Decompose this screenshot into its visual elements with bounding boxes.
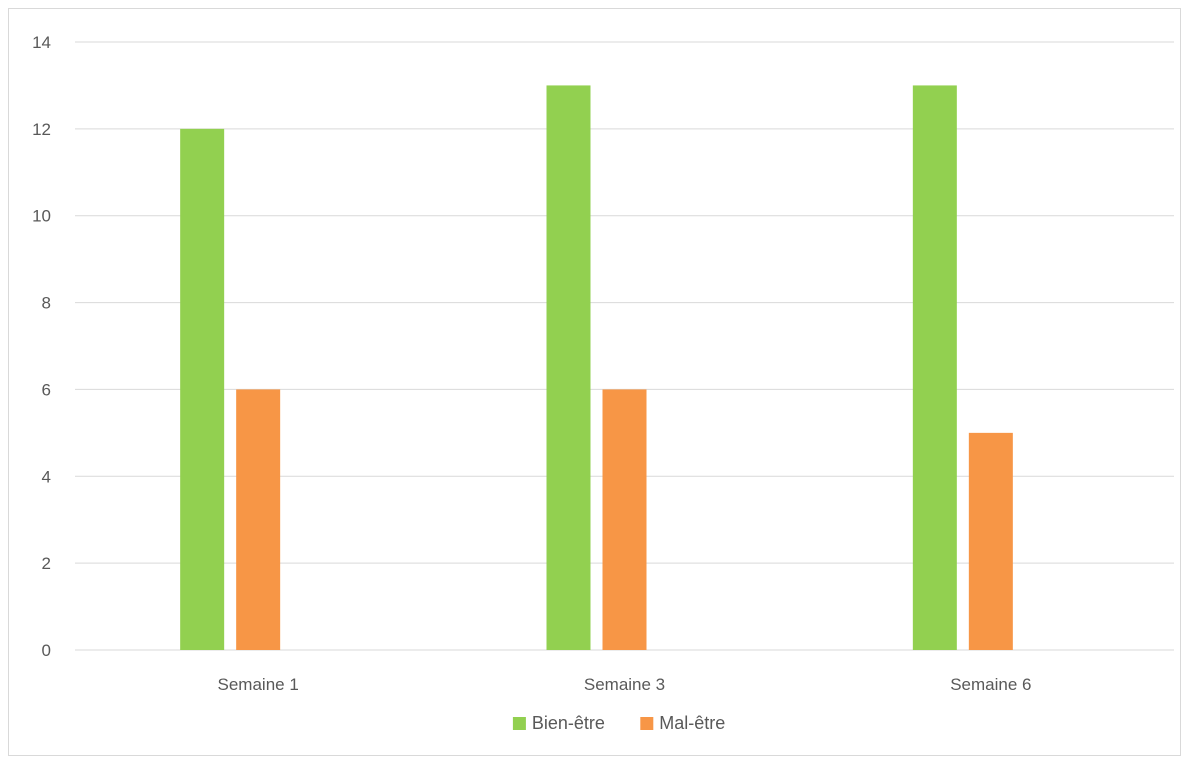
chart-frame: 0 2 4 6 8 10 12 14 Semaine 1 Semaine 3 Semaine 6 …: [8, 8, 1181, 756]
bar-mal-tre-2: [602, 389, 647, 650]
bar-bien-tre-2: [546, 85, 591, 650]
legend-swatch-bien-tre: [512, 717, 526, 730]
legend-swatch-mal-tre: [640, 717, 654, 730]
y-tick-label: 8: [42, 294, 51, 313]
bar-bien-tre-3: [912, 85, 957, 650]
y-tick-label: 2: [42, 554, 51, 573]
x-axis-ticks: Semaine 1 Semaine 3 Semaine 6: [218, 675, 1032, 694]
x-tick-label: Semaine 3: [584, 675, 665, 694]
legend-label-mal-tre: Mal-être: [659, 713, 725, 733]
bar-mal-tre-1: [236, 389, 281, 650]
x-tick-label: Semaine 6: [950, 675, 1031, 694]
bar-mal-tre-3: [968, 432, 1013, 650]
y-tick-label: 0: [42, 641, 51, 660]
legend-label-bien-tre: Bien-être: [532, 713, 605, 733]
y-tick-label: 14: [32, 33, 51, 52]
bars: [180, 85, 1013, 650]
y-tick-label: 12: [32, 120, 51, 139]
y-axis-ticks: 0 2 4 6 8 10 12 14: [32, 33, 51, 660]
y-tick-label: 10: [32, 207, 51, 226]
y-tick-label: 6: [42, 380, 51, 399]
legend: Bien-être Mal-être: [512, 713, 725, 733]
x-tick-label: Semaine 1: [218, 675, 299, 694]
y-tick-label: 4: [42, 467, 51, 486]
bar-bien-tre-1: [180, 128, 225, 650]
